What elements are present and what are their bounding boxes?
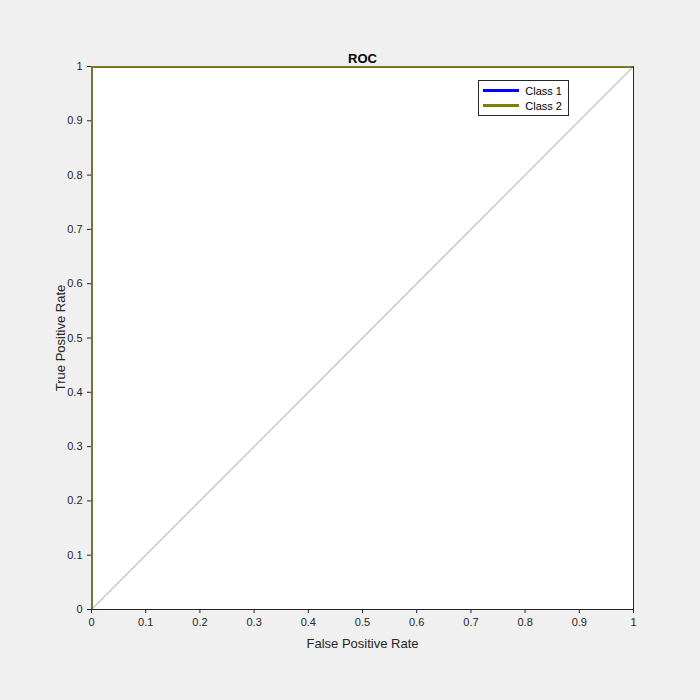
svg-text:0.4: 0.4 (301, 616, 316, 628)
svg-text:False Positive Rate: False Positive Rate (307, 636, 419, 651)
svg-text:0.9: 0.9 (572, 616, 587, 628)
svg-text:0.5: 0.5 (67, 332, 82, 344)
svg-text:0.8: 0.8 (67, 169, 82, 181)
svg-text:0.4: 0.4 (67, 386, 82, 398)
svg-text:0: 0 (88, 616, 94, 628)
svg-text:0.3: 0.3 (67, 440, 82, 452)
svg-text:0.2: 0.2 (192, 616, 207, 628)
svg-text:0.3: 0.3 (246, 616, 261, 628)
svg-text:0.9: 0.9 (67, 114, 82, 126)
svg-text:True Positive Rate: True Positive Rate (53, 285, 68, 391)
svg-text:ROC: ROC (348, 51, 378, 66)
svg-text:0.1: 0.1 (138, 616, 153, 628)
svg-text:0.8: 0.8 (517, 616, 532, 628)
svg-text:0.6: 0.6 (409, 616, 424, 628)
svg-text:1: 1 (630, 616, 636, 628)
svg-text:1: 1 (76, 60, 82, 72)
html-text:Class 2: Class 2 (525, 99, 562, 112)
svg-text:0.2: 0.2 (67, 494, 82, 506)
svg-text:0.1: 0.1 (67, 549, 82, 561)
svg-text:0.7: 0.7 (67, 223, 82, 235)
html-text:Class 1: Class 1 (525, 84, 562, 97)
svg-text:0: 0 (76, 603, 82, 615)
svg-text:0.5: 0.5 (355, 616, 370, 628)
svg-text:0.6: 0.6 (67, 277, 82, 289)
svg-text:0.7: 0.7 (463, 616, 478, 628)
